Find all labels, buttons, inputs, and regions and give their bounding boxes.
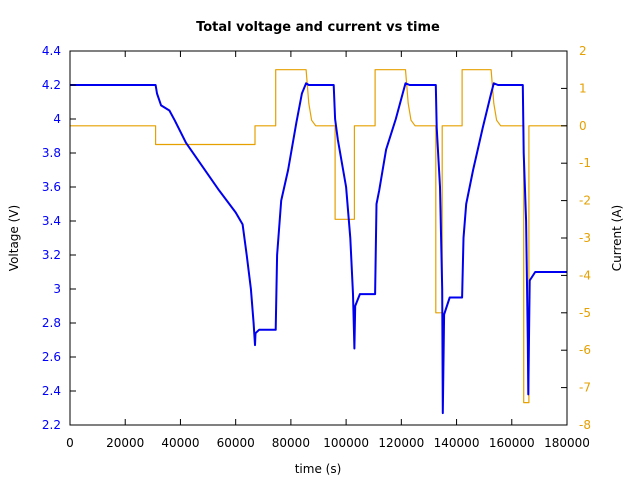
voltage-line: [70, 82, 567, 415]
plot-area: [70, 69, 567, 415]
y2-tick-label: -8: [579, 418, 591, 432]
y2-tick-label: -1: [579, 156, 591, 170]
x-tick-label: 120000: [378, 436, 424, 450]
axis-ticks: 0 20000 40000 60000 80000 100000 120000 140000 1…: [42, 44, 591, 450]
y2-tick-label: 1: [579, 81, 587, 95]
y-tick-label: 2.6: [42, 350, 61, 364]
y2-axis-label: Current (A): [610, 205, 624, 271]
x-tick-label: 100000: [323, 436, 369, 450]
y2-tick-label: -3: [579, 231, 591, 245]
x-tick-label: 180000: [544, 436, 590, 450]
y-tick-label: 4.4: [42, 44, 61, 58]
x-tick-label: 140000: [434, 436, 480, 450]
y2-tick-label: 2: [579, 44, 587, 58]
y2-tick-label: -5: [579, 306, 591, 320]
plot-frame: [69, 50, 568, 426]
y-tick-label: 4.2: [42, 78, 61, 92]
x-tick-label: 80000: [272, 436, 310, 450]
y-tick-label: 3.8: [42, 146, 61, 160]
chart-title: Total voltage and current vs time: [196, 20, 440, 35]
y-axis-label: Voltage (V): [7, 205, 21, 271]
x-axis-label: time (s): [295, 462, 342, 476]
y2-tick-label: -7: [579, 381, 591, 395]
x-tick-label: 60000: [217, 436, 255, 450]
y-tick-label: 2.8: [42, 316, 61, 330]
y-tick-label: 2.4: [42, 384, 61, 398]
y-tick-label: 4: [53, 112, 61, 126]
x-tick-label: 160000: [489, 436, 535, 450]
y-tick-label: 3.6: [42, 180, 61, 194]
y2-tick-label: -2: [579, 194, 591, 208]
y2-tick-label: -4: [579, 268, 591, 282]
current-line: [70, 69, 567, 404]
x-tick-label: 20000: [106, 436, 144, 450]
y-tick-label: 2.2: [42, 418, 61, 432]
y2-tick-label: -6: [579, 343, 591, 357]
y-tick-label: 3.4: [42, 214, 61, 228]
y2-tick-label: 0: [579, 119, 587, 133]
x-tick-label: 0: [66, 436, 74, 450]
y-tick-label: 3.2: [42, 248, 61, 262]
y-tick-label: 3: [53, 282, 61, 296]
x-tick-label: 40000: [161, 436, 199, 450]
